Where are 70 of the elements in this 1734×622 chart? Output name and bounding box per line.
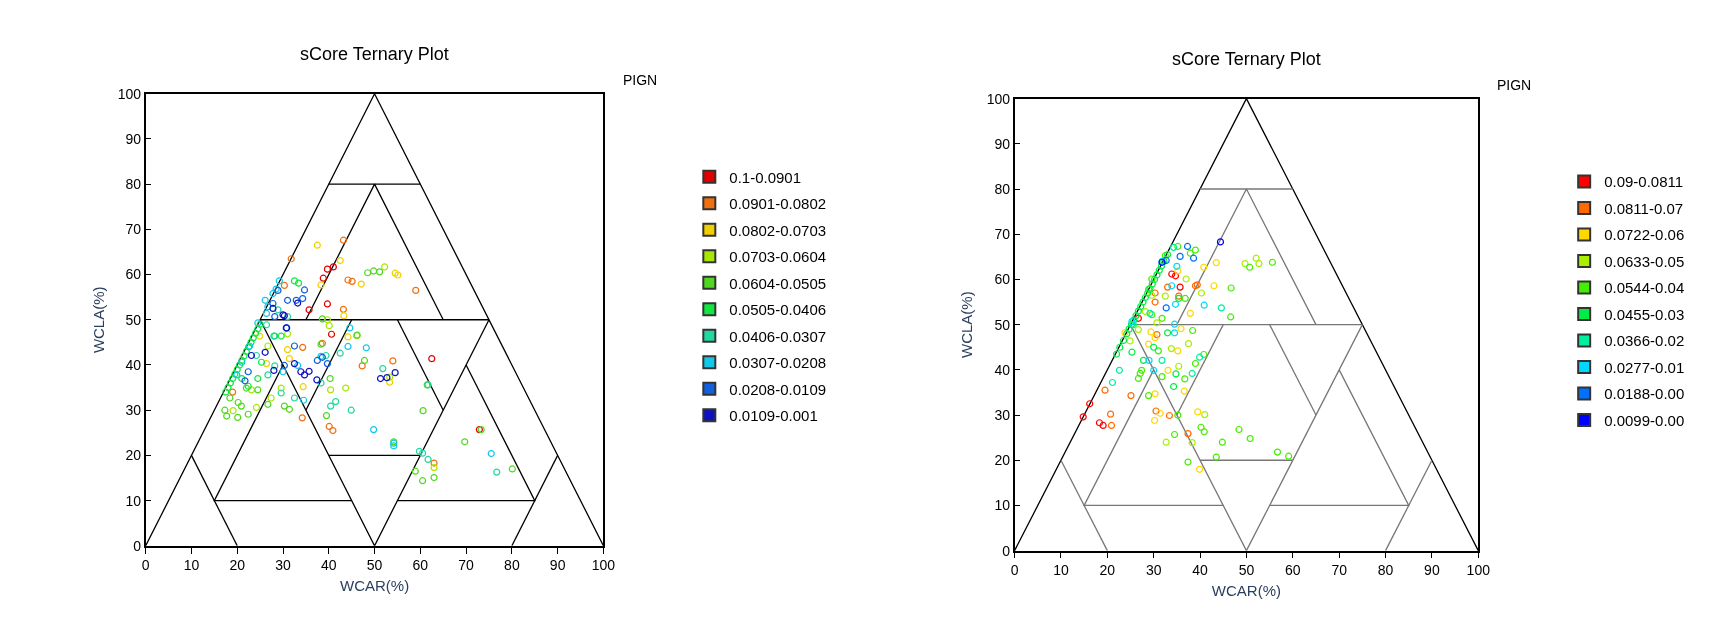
y-tick-label: 80 [994,180,1011,197]
chart-title: sCore Ternary Plot [1172,49,1321,69]
y-tick-label: 40 [125,356,142,373]
y-tick-label: 90 [994,135,1011,152]
legend-label: 0.0722-0.06 [1604,226,1685,244]
legend-label: 0.0544-0.04 [1604,279,1685,297]
legend-label: 0.0366-0.02 [1604,332,1685,350]
y-tick-label: 10 [994,497,1011,514]
legend-label: 0.0307-0.0208 [729,354,827,371]
x-tick-label: 80 [1377,562,1394,579]
x-tick-label: 70 [458,557,475,574]
y-tick-label: 100 [986,90,1011,107]
legend-label: 0.0604-0.0505 [729,274,827,292]
legend-label: 0.0277-0.01 [1604,358,1685,376]
y-tick-label: 70 [125,221,142,238]
legend-label: 0.0811-0.07 [1604,199,1684,217]
x-tick-label: 100 [591,557,616,574]
legend-label: 0.1-0.0901 [729,168,802,186]
legend-label: 0.0505-0.0406 [729,301,827,318]
x-axis-title: WCAR(%) [339,576,410,594]
y-tick-label: 30 [125,402,142,419]
legend-title: PIGN [1497,77,1532,93]
legend-label: 0.0901-0.0802 [729,195,827,212]
legend-label: 0.0633-0.05 [1604,252,1685,270]
x-tick-label: 100 [1466,562,1491,579]
legend-label: 0.0703-0.0604 [729,248,827,265]
y-tick-label: 20 [125,447,142,464]
y-tick-label: 50 [994,316,1011,333]
x-tick-label: 50 [366,557,383,574]
y-tick-label: 10 [125,492,142,509]
y-axis-title: WCLA(%) [958,291,976,358]
x-tick-label: 10 [183,557,200,574]
legend-label: 0.0109-0.001 [729,407,818,424]
legend-title: PIGN [623,72,658,88]
x-tick-label: 40 [1192,562,1209,579]
y-tick-label: 60 [125,266,142,283]
x-tick-label: 70 [1331,562,1348,579]
y-tick-label: 90 [125,130,142,147]
x-tick-label: 30 [275,557,291,574]
x-tick-label: 20 [229,557,246,574]
y-tick-label: 40 [994,361,1011,378]
legend-label: 0.0188-0.00 [1604,385,1685,403]
legend-label: 0.0099-0.00 [1604,411,1685,429]
x-tick-label: 80 [504,557,520,574]
y-tick-label: 0 [133,537,142,554]
legend-label: 0.0455-0.03 [1604,305,1685,323]
x-tick-label: 30 [1145,562,1162,579]
y-tick-label: 30 [994,406,1011,423]
y-tick-label: 100 [117,85,142,102]
legend-label: 0.09-0.0811 [1604,173,1684,191]
x-tick-label: 90 [1424,562,1440,579]
x-tick-label: 20 [1099,562,1116,579]
x-axis-title: WCAR(%) [1211,581,1282,599]
y-tick-label: 60 [994,271,1011,288]
y-tick-label: 50 [125,311,142,328]
y-tick-label: 70 [994,226,1011,243]
chart-title: sCore Ternary Plot [300,44,449,64]
x-tick-label: 40 [320,557,337,574]
legend-label: 0.0406-0.0307 [729,327,827,345]
x-tick-label: 90 [549,557,566,574]
x-tick-label: 50 [1238,562,1255,579]
y-axis-title: WCLA(%) [89,286,107,354]
y-tick-label: 0 [1002,542,1011,559]
legend-label: 0.0208-0.0109 [729,380,827,398]
x-tick-label: 10 [1053,562,1069,579]
x-tick-label: 60 [412,557,429,574]
legend-label: 0.0802-0.0703 [729,221,827,239]
y-tick-label: 20 [994,452,1011,469]
x-tick-label: 60 [1285,562,1301,579]
y-tick-label: 80 [125,176,142,193]
